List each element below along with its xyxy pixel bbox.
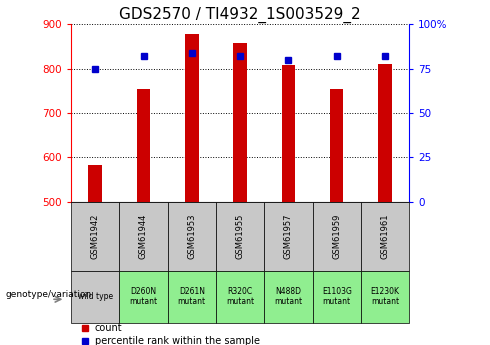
Bar	[313, 271, 361, 323]
Text: N488D
mutant: N488D mutant	[274, 287, 302, 306]
Bar	[137, 89, 150, 202]
Text: GSM61953: GSM61953	[187, 214, 196, 259]
Bar	[71, 202, 120, 271]
Bar	[361, 271, 409, 323]
Text: GSM61957: GSM61957	[284, 214, 293, 259]
Bar	[120, 271, 168, 323]
Bar	[88, 165, 102, 202]
Bar	[185, 34, 198, 202]
Bar	[120, 202, 168, 271]
Text: GSM61944: GSM61944	[139, 214, 148, 259]
Bar	[216, 271, 264, 323]
Text: E1230K
mutant: E1230K mutant	[370, 287, 399, 306]
Bar	[168, 271, 216, 323]
Text: GSM61959: GSM61959	[332, 214, 341, 259]
Text: percentile rank within the sample: percentile rank within the sample	[95, 336, 260, 345]
Bar	[168, 202, 216, 271]
Bar	[71, 271, 120, 323]
Bar	[378, 64, 392, 202]
Title: GDS2570 / TI4932_1S003529_2: GDS2570 / TI4932_1S003529_2	[119, 7, 361, 23]
Text: count: count	[95, 323, 122, 333]
Bar	[216, 202, 264, 271]
Text: R320C
mutant: R320C mutant	[226, 287, 254, 306]
Bar	[264, 271, 313, 323]
Text: D261N
mutant: D261N mutant	[178, 287, 206, 306]
Text: GSM61955: GSM61955	[236, 214, 245, 259]
Bar	[282, 65, 295, 202]
Text: D260N
mutant: D260N mutant	[129, 287, 158, 306]
Text: GSM61961: GSM61961	[381, 214, 390, 259]
Bar	[330, 89, 343, 202]
Text: wild type: wild type	[77, 292, 113, 301]
Text: genotype/variation: genotype/variation	[6, 289, 92, 299]
Text: E1103G
mutant: E1103G mutant	[322, 287, 352, 306]
Bar	[264, 202, 313, 271]
Bar	[233, 43, 247, 202]
Bar	[361, 202, 409, 271]
Text: GSM61942: GSM61942	[91, 214, 99, 259]
Bar	[313, 202, 361, 271]
